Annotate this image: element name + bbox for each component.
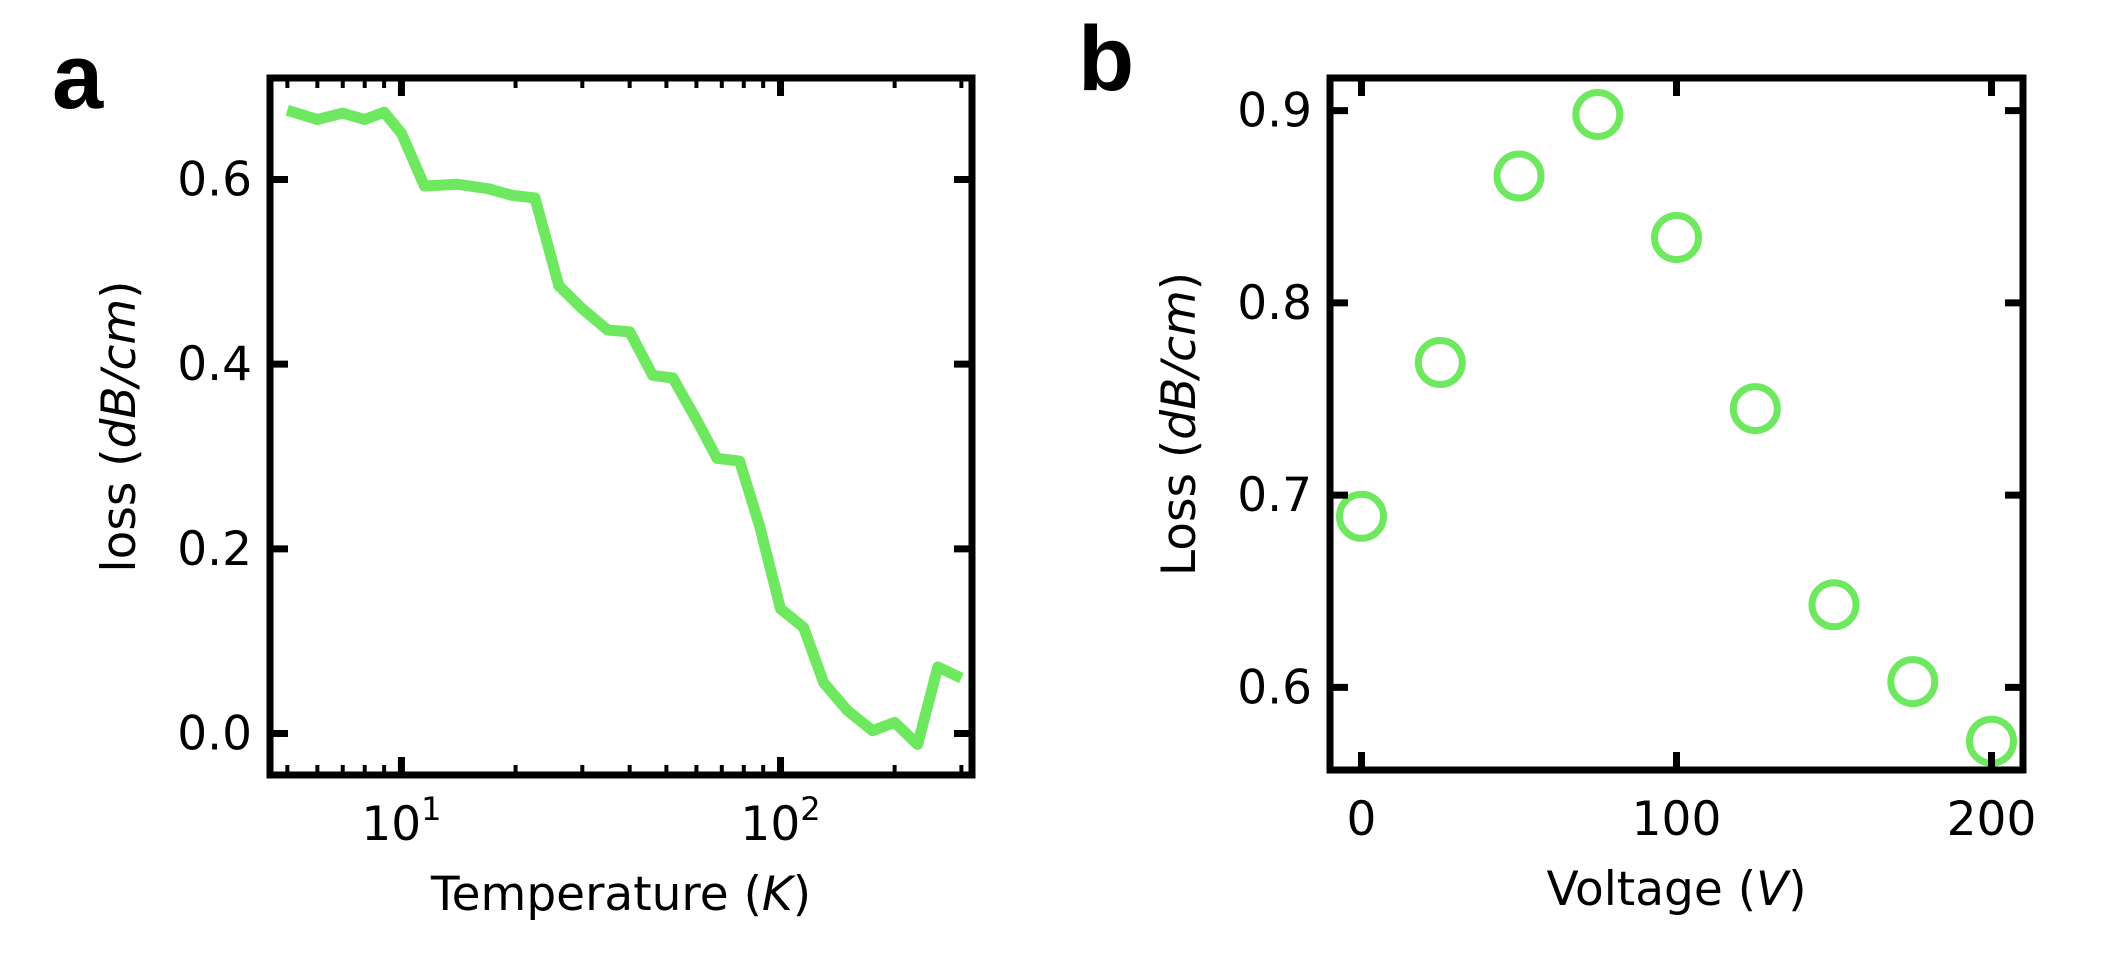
panel-b-ytick-label-3: 0.9 bbox=[1237, 84, 1312, 139]
panel-a-series-line bbox=[285, 105, 964, 750]
panel-b-point-2 bbox=[1493, 150, 1545, 202]
panel-a-ylabel: loss (dB/cm) bbox=[92, 281, 147, 573]
panel-b-point-7 bbox=[1887, 656, 1939, 708]
panel-a-ytick-label-0: 0.0 bbox=[177, 706, 252, 761]
panel-b-ytick-label-2: 0.8 bbox=[1237, 276, 1312, 331]
panel-b-point-5 bbox=[1729, 383, 1781, 435]
panel-b-xlabel: Voltage (V) bbox=[1546, 862, 1806, 917]
panel-b-chart: 0 100 200 0.6 0.7 0.8 0.9 Voltage (V) Loss (dB/c… bbox=[1152, 74, 2037, 917]
panel-b-ylabel: Loss (dB/cm) bbox=[1152, 272, 1207, 576]
panel-b-xtick-label-0: 0 bbox=[1347, 792, 1377, 847]
panel-b-xtick-label-1: 100 bbox=[1632, 792, 1722, 847]
panel-a-xtick-label-0: 101 bbox=[361, 790, 441, 852]
panel-b-point-4 bbox=[1651, 212, 1702, 263]
panel-a-frame bbox=[266, 74, 976, 779]
panel-a-ytick-label-1: 0.2 bbox=[177, 522, 252, 577]
panel-b-point-1 bbox=[1414, 337, 1466, 388]
panel-b-ytick-label-1: 0.7 bbox=[1237, 468, 1312, 523]
panel-b-frame bbox=[1326, 74, 2027, 774]
panel-a-ytick-label-2: 0.4 bbox=[177, 337, 252, 392]
panel-b-point-6 bbox=[1808, 579, 1860, 631]
panel-b-letter: b bbox=[1078, 8, 1134, 110]
panel-b-point-0 bbox=[1336, 490, 1387, 542]
panel-a-xlabel: Temperature (K) bbox=[430, 867, 811, 922]
panel-b-xtick-label-2: 200 bbox=[1947, 792, 2037, 847]
panel-a-chart: 101 102 0.0 0.2 0.4 0.6 Temperature (K) loss (d… bbox=[92, 74, 976, 922]
panel-b-ytick-label-0: 0.6 bbox=[1237, 660, 1312, 715]
panel-b-point-3 bbox=[1572, 89, 1624, 140]
panel-a-xtick-label-1: 102 bbox=[740, 790, 820, 852]
panel-a-ytick-label-3: 0.6 bbox=[177, 153, 252, 208]
panel-a-letter: a bbox=[52, 26, 104, 128]
